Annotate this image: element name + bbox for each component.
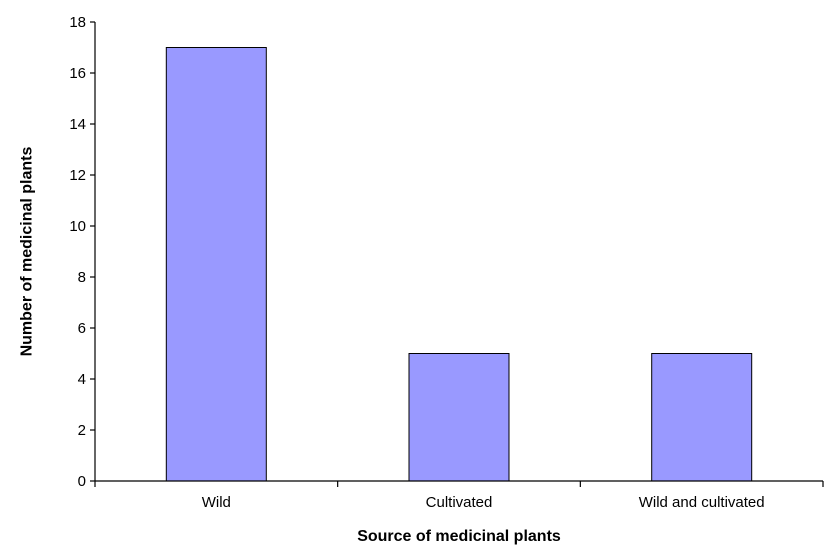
bar-wild-and-cultivated <box>651 353 753 482</box>
x-axis-title: Source of medicinal plants <box>357 528 561 545</box>
bars-layer <box>165 47 753 482</box>
y-tick-label: 4 <box>78 371 86 388</box>
x-tick-label: Wild <box>202 494 231 511</box>
axes-layer <box>94 22 823 482</box>
y-tick-label: 10 <box>69 218 86 235</box>
y-tick-label: 2 <box>78 422 86 439</box>
y-tick-label: 18 <box>69 14 86 31</box>
x-axis-ticks: Wild Cultivated Wild and cultivated <box>94 481 824 511</box>
y-axis-ticks: 0 2 4 6 8 10 12 14 16 18 <box>69 14 95 490</box>
y-tick-label: 6 <box>78 320 86 337</box>
y-tick-label: 14 <box>69 116 86 133</box>
y-tick-label: 8 <box>78 269 86 286</box>
y-tick-label: 16 <box>69 65 86 82</box>
x-tick-label: Wild and cultivated <box>639 494 765 511</box>
y-tick-label: 12 <box>69 167 86 184</box>
y-tick-label: 0 <box>78 473 86 490</box>
bar-cultivated <box>408 353 510 482</box>
bar-wild <box>165 47 267 482</box>
y-axis-title: Number of medicinal plants <box>19 146 36 356</box>
x-tick-label: Cultivated <box>426 494 493 511</box>
